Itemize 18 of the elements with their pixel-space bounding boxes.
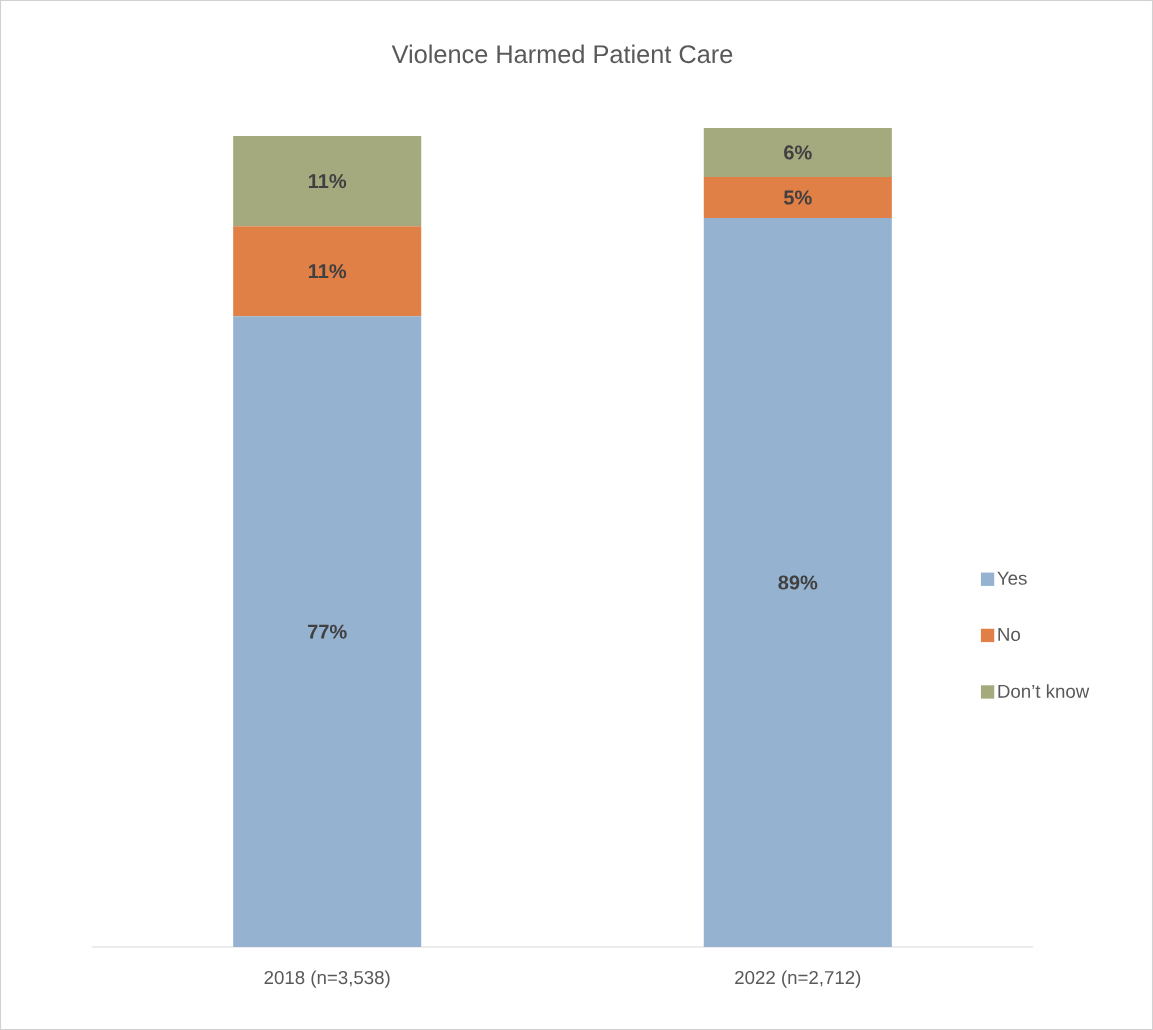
data-label: 11% [308, 264, 347, 279]
x-tick-label: 2018 (n=3,538) [264, 970, 390, 988]
legend-label: No [998, 628, 1020, 642]
bar [703, 177, 892, 218]
chart-title: Violence Harmed Patient Care [391, 44, 733, 64]
data-label: 77% [308, 624, 347, 639]
data-label: 6% [784, 145, 812, 160]
data-label: 11% [308, 174, 347, 189]
data-label: 89% [778, 575, 818, 590]
bar [233, 316, 422, 948]
legend-label: Don’t know [998, 684, 1090, 698]
bar [703, 218, 892, 948]
x-tick-label: 2022 (n=2,712) [735, 970, 861, 988]
bar [233, 136, 422, 227]
legend-label: Yes [997, 571, 1027, 585]
bar [233, 226, 422, 317]
bar [703, 127, 892, 178]
data-label: 5% [783, 190, 812, 205]
